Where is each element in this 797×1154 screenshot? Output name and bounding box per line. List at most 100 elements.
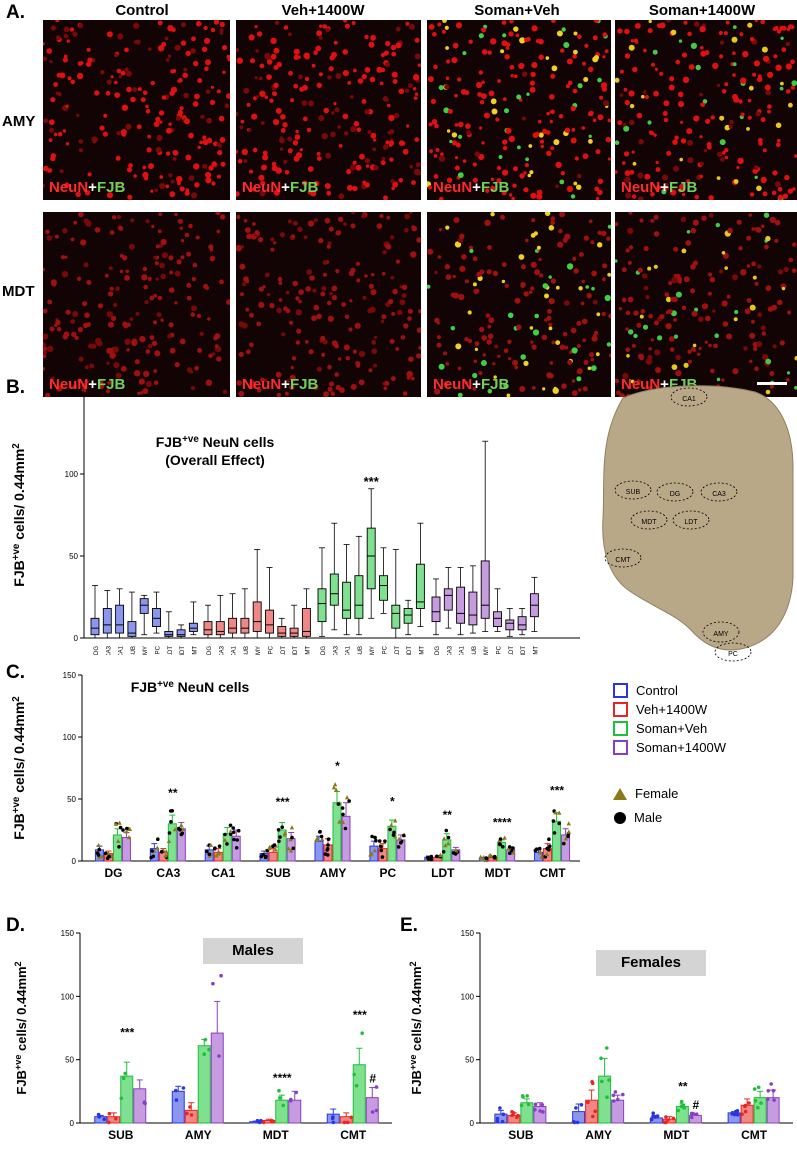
- cell-mark: [532, 329, 540, 336]
- x-tick-label: PC: [497, 645, 503, 654]
- cell-mark: [724, 148, 729, 153]
- cell-mark: [560, 48, 565, 53]
- atlas-label-cmt: CMT: [615, 557, 631, 564]
- cell-mark: [256, 388, 262, 393]
- male-point: [388, 827, 392, 832]
- cell-mark: [617, 28, 623, 34]
- cell-mark: [156, 134, 163, 142]
- micrograph-mdt-2: NeuN+FJB: [236, 212, 421, 397]
- cell-mark: [699, 174, 703, 179]
- cell-mark: [344, 314, 350, 319]
- cell-mark: [57, 92, 62, 97]
- cell-mark: [159, 120, 163, 124]
- cell-mark: [116, 131, 121, 136]
- cell-mark: [142, 388, 149, 395]
- x-tick-label: CMT: [533, 646, 539, 655]
- cell-mark: [154, 188, 158, 192]
- cell-mark: [133, 22, 140, 29]
- male-point: [649, 1117, 654, 1122]
- cell-mark: [544, 293, 549, 299]
- cell-mark: [588, 219, 593, 224]
- cell-mark: [303, 52, 310, 59]
- cell-mark: [283, 25, 289, 30]
- cell-mark: [55, 35, 61, 41]
- box: [102, 608, 112, 634]
- male-point: [341, 812, 345, 817]
- cell-mark: [514, 365, 518, 370]
- x-tick-label: MDT: [521, 646, 527, 655]
- male-point: [217, 844, 222, 848]
- cell-mark: [501, 20, 507, 25]
- female-point: [286, 846, 291, 851]
- cell-mark: [726, 333, 733, 340]
- male-point: [169, 820, 173, 824]
- cell-mark: [316, 366, 322, 372]
- cell-mark: [565, 84, 570, 89]
- male-point: [211, 981, 215, 986]
- male-point: [600, 1079, 604, 1084]
- cell-mark: [563, 42, 570, 48]
- cell-mark: [62, 57, 68, 63]
- stain-label-neun: NeuN: [433, 376, 473, 393]
- cell-mark: [249, 169, 254, 174]
- cell-mark: [629, 103, 635, 109]
- cell-mark: [647, 28, 653, 34]
- male-point: [330, 1116, 335, 1121]
- cell-mark: [204, 66, 209, 71]
- cell-mark: [765, 89, 771, 96]
- cell-mark: [699, 161, 704, 166]
- cell-mark: [629, 119, 635, 126]
- cell-mark: [458, 134, 463, 139]
- cell-mark: [119, 269, 124, 274]
- cell-mark: [455, 22, 463, 29]
- cell-mark: [502, 33, 507, 38]
- panel-d-letter: D.: [6, 915, 25, 936]
- cell-mark: [416, 170, 421, 176]
- cell-mark: [535, 39, 540, 44]
- y-tick-label: 0: [470, 1119, 475, 1128]
- male-point: [507, 845, 512, 849]
- cell-mark: [671, 277, 678, 284]
- cell-mark: [106, 311, 113, 318]
- cell-mark: [219, 137, 226, 143]
- cell-mark: [753, 165, 759, 171]
- cell-mark: [724, 155, 729, 160]
- cell-mark: [530, 286, 535, 291]
- female-point: [208, 842, 214, 847]
- male-point: [694, 1112, 699, 1116]
- cell-mark: [585, 285, 589, 289]
- cell-mark: [252, 222, 256, 226]
- cell-mark: [342, 49, 348, 55]
- cell-mark: [691, 310, 698, 317]
- cell-mark: [457, 366, 462, 371]
- male-point: [484, 856, 489, 860]
- cell-mark: [704, 340, 708, 344]
- male-point: [753, 1099, 758, 1103]
- cell-mark: [121, 104, 129, 111]
- cell-mark: [132, 87, 138, 93]
- cell-mark: [239, 125, 244, 130]
- cell-mark: [707, 272, 713, 277]
- x-tick-label: SUB: [472, 646, 478, 655]
- cell-mark: [237, 158, 243, 164]
- x-tick-label: CA1: [460, 645, 466, 655]
- cell-mark: [43, 42, 45, 46]
- female-point: [511, 850, 516, 855]
- cell-mark: [656, 185, 661, 191]
- cell-mark: [145, 380, 152, 388]
- cell-mark: [157, 295, 163, 301]
- female-point: [331, 785, 337, 790]
- cell-mark: [514, 297, 521, 304]
- male-point: [605, 1095, 609, 1099]
- cell-mark: [266, 74, 272, 80]
- cell-mark: [338, 144, 343, 148]
- x-tick-label: MDT: [407, 646, 413, 655]
- cell-mark: [721, 378, 725, 382]
- cell-mark: [630, 379, 635, 384]
- cell-mark: [655, 167, 661, 172]
- cell-mark: [312, 288, 317, 293]
- cell-mark: [592, 35, 598, 41]
- cell-mark: [164, 36, 169, 41]
- cell-mark: [782, 193, 789, 199]
- cell-mark: [174, 301, 178, 305]
